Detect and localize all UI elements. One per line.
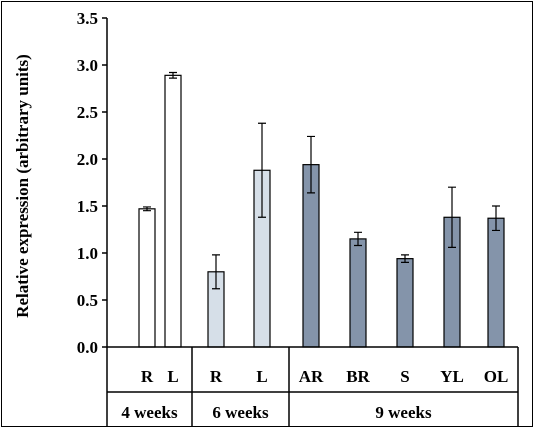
y-tick-label: 0.5 — [77, 291, 98, 310]
bar-7 — [396, 258, 414, 348]
x-tick-label: R — [141, 367, 154, 386]
y-tick-label: 2.0 — [77, 150, 98, 169]
x-tick-label: YL — [440, 367, 464, 386]
error-bar-7 — [401, 254, 409, 263]
x-tick-label: R — [210, 367, 223, 386]
error-bar-9 — [492, 205, 500, 232]
x-tick-label: S — [400, 367, 409, 386]
x-tick-label: AR — [299, 367, 324, 386]
y-tick-label: 1.5 — [77, 197, 98, 216]
group-label: 6 weeks — [212, 403, 269, 422]
bar-2 — [164, 74, 182, 348]
error-bar-1 — [143, 206, 151, 212]
error-bar-2 — [169, 71, 177, 79]
y-tick-label: 3.0 — [77, 56, 98, 75]
x-tick-label: OL — [484, 367, 509, 386]
error-bar-6 — [354, 231, 362, 247]
x-category-table: R L R L AR BR S YL OL4 weeks 6 weeks 9 weeks — [107, 347, 519, 427]
error-bar-5 — [307, 135, 315, 194]
bar-9 — [487, 217, 505, 348]
y-tick-label: 1.0 — [77, 244, 98, 263]
x-tick-label: L — [256, 367, 267, 386]
x-tick-label: BR — [346, 367, 370, 386]
error-bars — [143, 71, 500, 290]
y-tick-label: 2.5 — [77, 103, 98, 122]
x-tick-label: L — [167, 367, 178, 386]
bars — [107, 74, 518, 348]
bar-6 — [349, 238, 367, 348]
y-tick-label: 3.5 — [77, 9, 98, 28]
error-bar-8 — [448, 186, 456, 248]
group-label: 9 weeks — [375, 403, 432, 422]
y-axis-label: Relative expression (arbitrary units) — [13, 54, 32, 318]
error-bar-3 — [212, 254, 220, 290]
error-bar-4 — [258, 122, 266, 218]
bar-1 — [138, 208, 156, 348]
group-label: 4 weeks — [121, 403, 178, 422]
y-axis: 0.0 0.5 1.0 1.5 2.0 2.5 3.0 3.5 — [77, 9, 108, 427]
y-tick-label: 0.0 — [77, 338, 98, 357]
